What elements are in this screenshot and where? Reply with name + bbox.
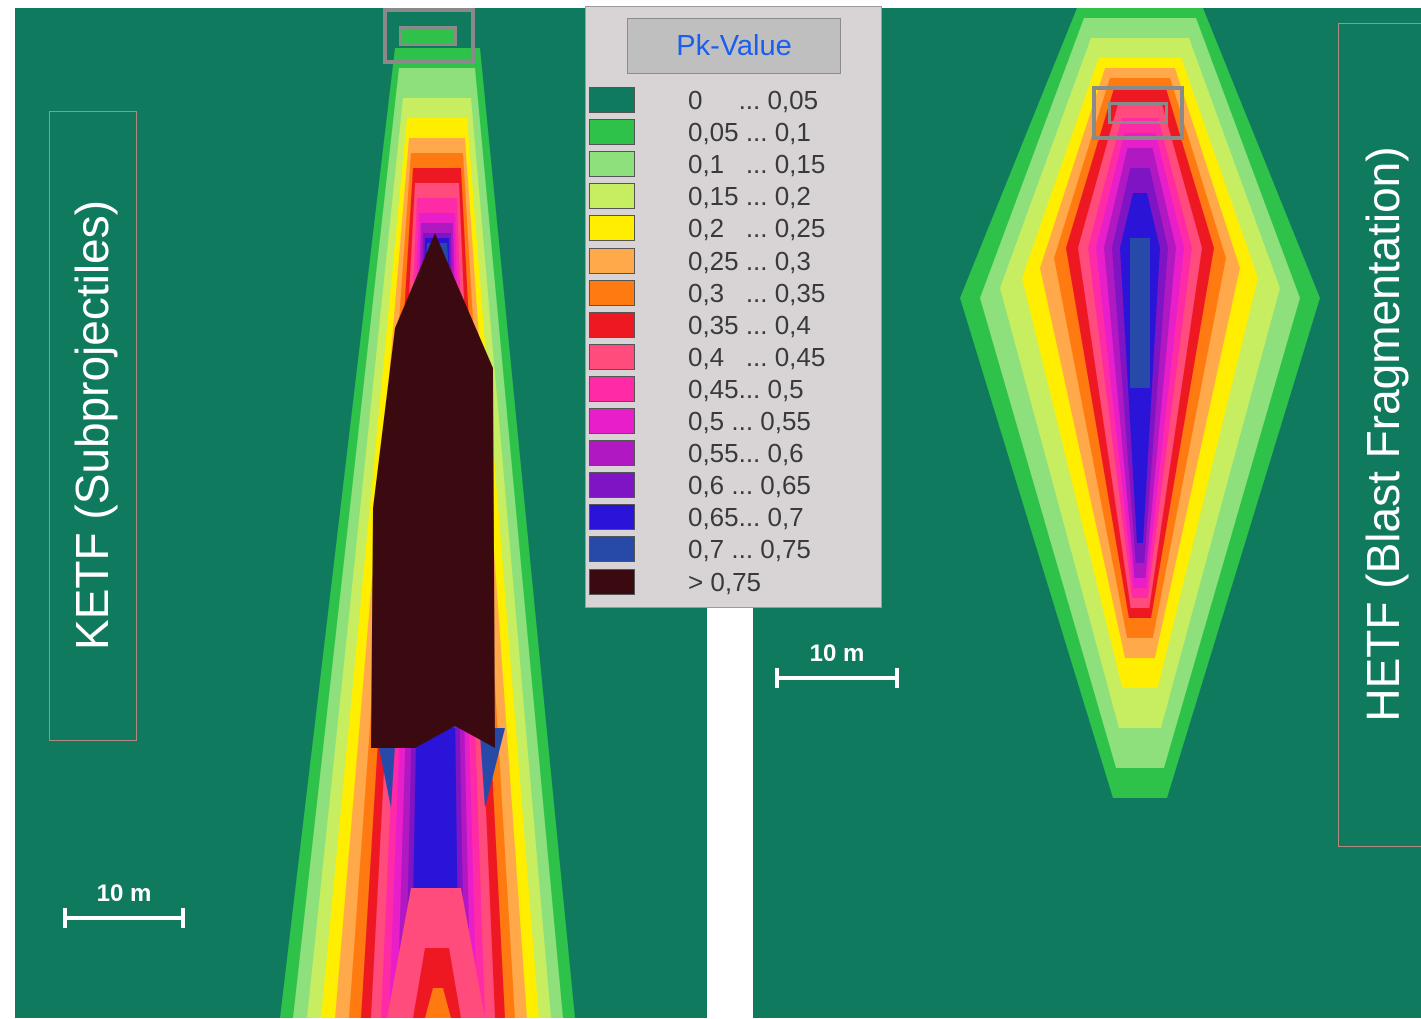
legend-swatch (589, 151, 635, 178)
legend-swatch (589, 440, 635, 467)
legend-range-label: 0,2 ... 0,25 (688, 213, 826, 244)
legend-entry: 0 ... 0,05 (588, 85, 878, 115)
legend-swatch (589, 247, 635, 274)
legend-entry: 0,6 ... 0,65 (588, 470, 878, 500)
pk-value-legend: Pk-Value 0 ... 0,05 0,05 ... 0,1 0,1 ... 0… (585, 6, 882, 608)
legend-swatch (589, 311, 635, 338)
legend-swatch (589, 119, 635, 146)
hetf-scale-bar: 10 m (775, 640, 899, 688)
legend-swatch (589, 183, 635, 210)
legend-entry: 0,45... 0,5 (588, 374, 878, 404)
hetf-target-marker (1092, 86, 1184, 140)
ketf-scale-label: 10 m (96, 880, 152, 907)
legend-swatch (589, 408, 635, 434)
ketf-contour-plot (280, 48, 575, 1018)
ketf-label: KETF (Subprojectiles) (66, 200, 118, 650)
legend-entry: 0,4 ... 0,45 (588, 342, 878, 372)
hetf-label: HETF (Blast Fragmentation) (1357, 146, 1409, 722)
legend-range-label: 0,65... 0,7 (688, 502, 804, 533)
ketf-label-frame (49, 111, 137, 741)
legend-range-label: 0,5 ... 0,55 (688, 406, 811, 436)
hetf-contour-plot (960, 8, 1320, 798)
legend-range-label: 0,45... 0,5 (688, 373, 804, 404)
ketf-pk-band-max (371, 233, 495, 748)
legend-entry: 0,25 ... 0,3 (588, 246, 878, 276)
legend-swatch (589, 215, 635, 242)
legend-entry: 0,5 ... 0,55 (588, 406, 878, 436)
legend-swatch (589, 472, 635, 499)
legend-entry: 0,1 ... 0,15 (588, 149, 878, 179)
legend-title: Pk-Value (627, 18, 841, 74)
legend-range-label: 0,05 ... 0,1 (688, 117, 811, 148)
ketf-pk-band (413, 948, 461, 1018)
ketf-scale-line (63, 908, 185, 928)
ketf-scale-bar: 10 m (63, 880, 185, 928)
legend-swatch (589, 279, 635, 306)
legend-range-label: 0,25 ... 0,3 (688, 245, 811, 276)
legend-entry: 0,15 ... 0,2 (588, 181, 878, 211)
ketf-target-marker (383, 8, 475, 64)
legend-entry: 0,05 ... 0,1 (588, 117, 878, 147)
legend-range-label: 0,7 ... 0,75 (688, 534, 811, 565)
legend-range-label: 0,55... 0,6 (688, 438, 804, 469)
legend-entry: 0,2 ... 0,25 (588, 213, 878, 243)
legend-range-label: 0,4 ... 0,45 (688, 341, 826, 372)
legend-range-label: 0,6 ... 0,65 (688, 470, 811, 501)
legend-entry: 0,55... 0,6 (588, 438, 878, 468)
legend-range-label: 0,15 ... 0,2 (688, 181, 811, 212)
hetf-scale-label: 10 m (809, 640, 865, 667)
legend-swatch (589, 87, 635, 113)
legend-entry: > 0,75 (588, 567, 878, 597)
legend-swatch (589, 568, 635, 595)
hetf-scale-line (775, 668, 899, 688)
legend-swatch (589, 375, 635, 402)
legend-range-label: 0 ... 0,05 (688, 85, 819, 115)
legend-entry: 0,7 ... 0,75 (588, 534, 878, 564)
hetf-pk-band-core (1130, 238, 1150, 388)
legend-swatch (589, 343, 635, 370)
legend-range-label: 0,1 ... 0,15 (688, 149, 826, 180)
legend-entry: 0,65... 0,7 (588, 502, 878, 532)
legend-range-label: > 0,75 (688, 566, 762, 597)
legend-swatch (589, 536, 635, 563)
legend-range-label: 0,3 ... 0,35 (688, 277, 826, 308)
hetf-label-frame (1338, 23, 1421, 847)
legend-range-label: 0,35 ... 0,4 (688, 309, 811, 340)
legend-entry: 0,3 ... 0,35 (588, 278, 878, 308)
ketf-pk-band (425, 988, 451, 1018)
legend-entry: 0,35 ... 0,4 (588, 310, 878, 340)
legend-swatch (589, 504, 635, 531)
